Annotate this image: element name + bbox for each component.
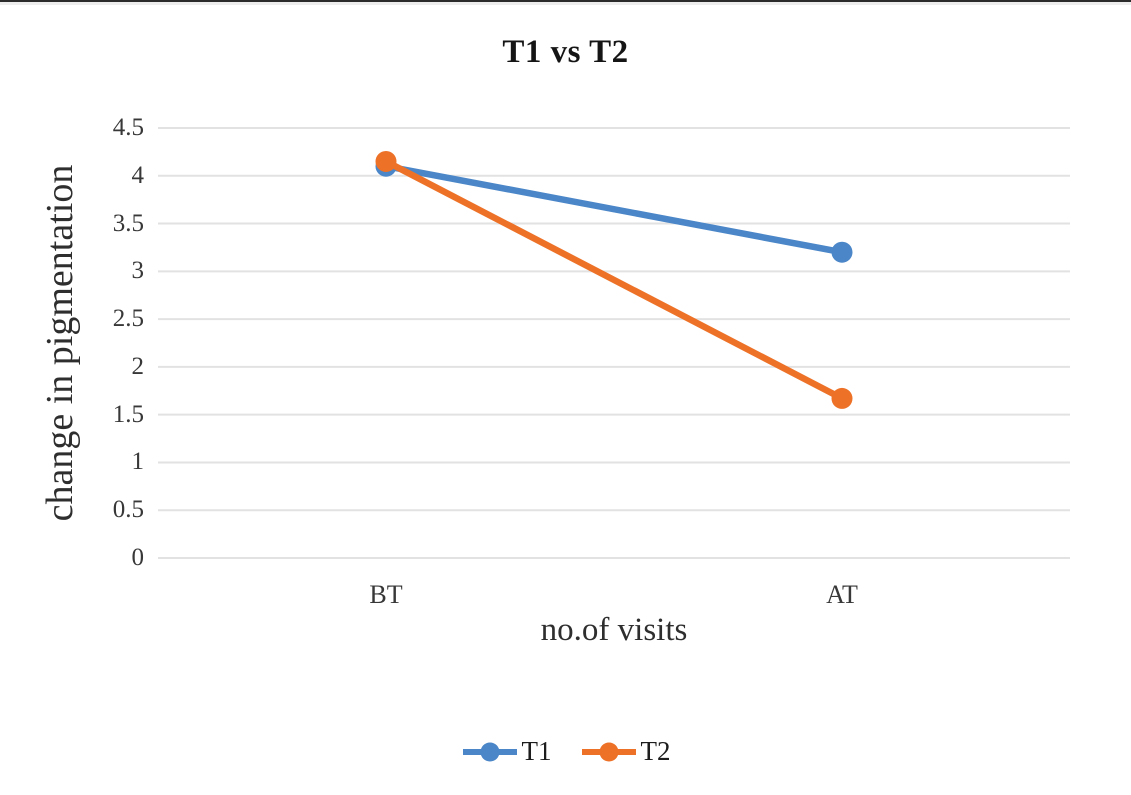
series-line-T2	[382, 158, 846, 402]
x-category-label: AT	[826, 580, 858, 609]
legend-line-marker-icon	[581, 742, 636, 761]
y-tick-label: 4	[131, 161, 145, 189]
y-tick-label: 2	[131, 352, 145, 380]
data-point-T1-AT	[831, 241, 853, 263]
legend-item-T1: T1	[461, 736, 552, 767]
chart-legend: T1 T2	[0, 736, 1131, 767]
legend-label: T2	[640, 736, 671, 766]
y-tick-label: 3.5	[112, 209, 144, 237]
legend-label: T1	[521, 736, 552, 766]
data-point-T2-BT	[375, 150, 397, 172]
chart-title: T1 vs T2	[502, 34, 629, 70]
x-axis-title: no.of visits	[540, 612, 688, 648]
y-tick-label: 0.5	[112, 496, 144, 524]
y-tick-label: 3	[131, 257, 145, 285]
y-tick-label: 4.5	[112, 114, 144, 141]
page-top-border-shadow	[0, 2, 1131, 5]
y-tick-label: 0	[131, 544, 145, 571]
series-line-T1	[382, 162, 846, 256]
data-point-T2-AT	[831, 387, 853, 409]
x-category-label: BT	[369, 580, 403, 609]
legend-line-marker-icon	[462, 742, 517, 761]
y-tick-label: 2.5	[112, 305, 144, 333]
page-top-border	[0, 0, 1131, 2]
legend-item-T2: T2	[580, 736, 671, 767]
y-tick-label: 1.5	[112, 400, 144, 428]
y-tick-label: 1	[131, 448, 145, 476]
